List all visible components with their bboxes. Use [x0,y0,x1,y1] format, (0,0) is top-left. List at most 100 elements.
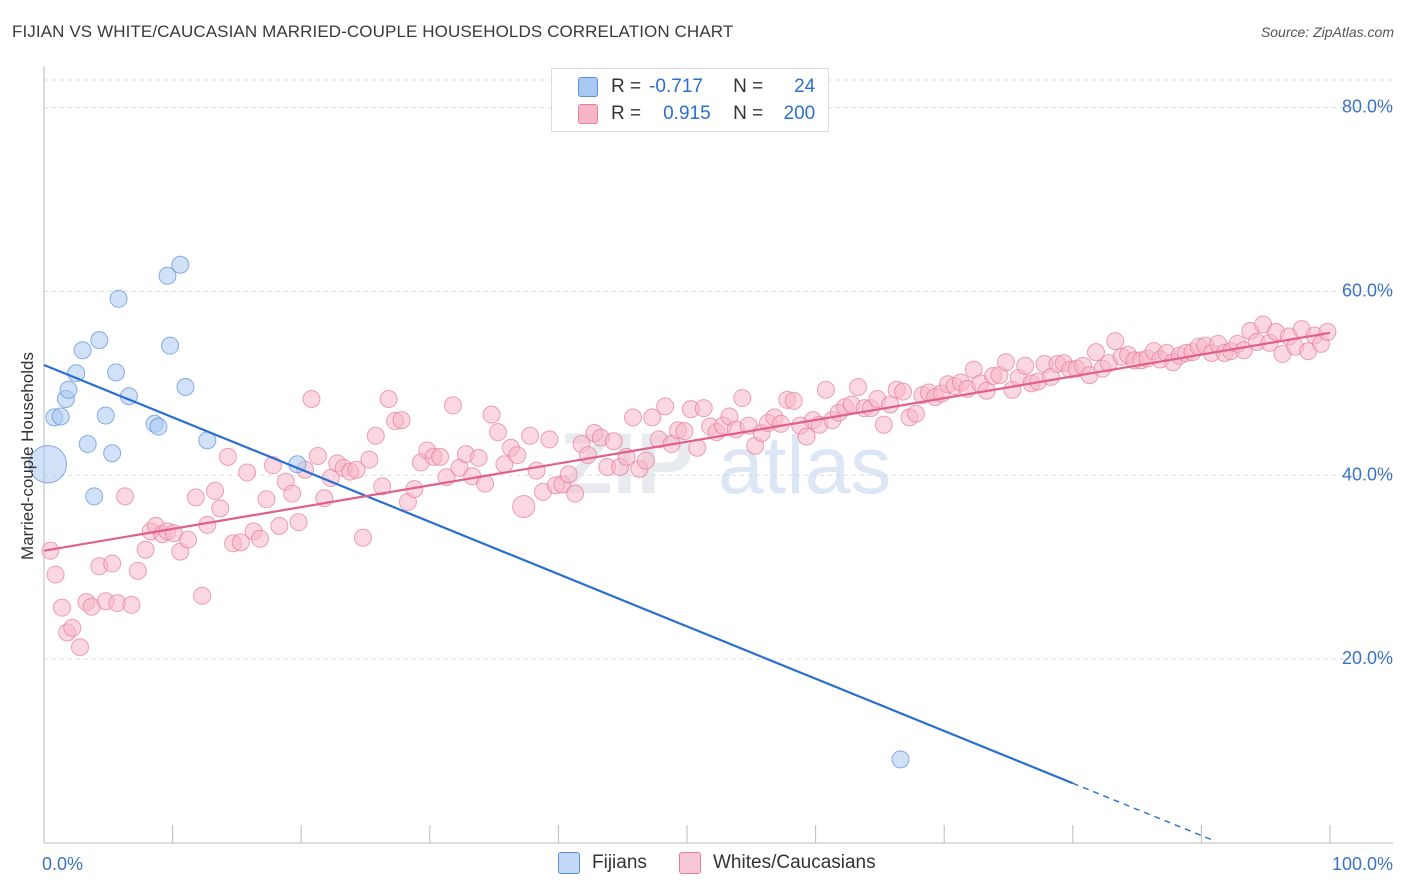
white-point [694,399,713,418]
fijians-swatch [578,77,598,97]
r-value: 0.915 [663,103,711,124]
n-label: N = [733,103,764,124]
fijian-point [161,336,180,355]
fijian-point [107,363,126,382]
white-point [206,481,225,500]
white-point [353,528,372,547]
white-point [797,427,816,446]
fijians-trend-line [43,363,1074,785]
white-point [636,451,655,470]
white-point [482,405,501,424]
fijian-point [28,445,68,484]
white-point [211,499,230,518]
legend-item-whites[interactable]: Whites/Caucasians [679,852,876,874]
fijian-point [109,289,128,308]
white-point [308,446,327,465]
legend-row-fijians: R = -0.717 N = 24 [578,75,815,99]
y-tick-label: 20.0% [1342,648,1393,668]
white-point [53,598,72,617]
whites-legend-label: Whites/Caucasians [713,852,876,873]
source-credit: Source: ZipAtlas.com [1260,24,1394,40]
fijian-point [149,417,168,436]
white-point [431,447,450,466]
white-point [733,389,752,408]
white-point [179,530,198,549]
legend-row-whites: R = 0.915 N = 200 [578,102,815,126]
white-point [373,477,392,496]
white-point [128,561,147,580]
white-point [392,411,411,430]
fijian-point [158,266,177,285]
r-label: R = [611,103,642,124]
white-point [566,484,585,503]
x-tick-label: 0.0% [42,854,83,874]
white-point [251,529,270,548]
white-point [1086,343,1105,362]
white-point [71,638,90,657]
white-point [656,397,675,416]
white-point [193,586,212,605]
white-point [46,565,65,584]
fijian-point [96,406,115,425]
white-point [1016,356,1035,375]
white-point [488,423,507,442]
white-point [540,430,559,449]
white-point [122,595,141,614]
n-value: 24 [794,76,816,97]
whites-swatch [578,104,598,124]
y-axis-label: Married-couple Households [18,352,37,560]
white-point [1318,322,1337,341]
white-point [643,408,662,427]
white-point [874,415,893,434]
fijian-point [171,255,190,274]
fijian-point [51,407,70,426]
whites-points [41,315,1337,657]
legend-item-fijians[interactable]: Fijians [558,852,647,874]
white-point [218,447,237,466]
trend-lines [43,331,1331,842]
fijians-trend-line-extension [1072,782,1215,842]
fijians-legend-label: Fijians [592,852,647,873]
white-point [578,446,597,465]
gridlines [44,79,1393,660]
fijians-legend-swatch [558,852,580,874]
white-point [360,450,379,469]
white-point [63,618,82,637]
white-point [270,516,289,535]
white-point [289,513,308,532]
white-point [302,389,321,408]
white-point [816,380,835,399]
white-point [1106,332,1125,351]
fijian-point [891,750,910,769]
white-point [103,554,122,573]
white-point [996,353,1015,372]
white-point [675,422,694,441]
series-legend: Fijians Whites/Caucasians [0,852,1406,876]
white-point [512,494,536,519]
fijian-point [90,331,109,350]
y-tick-label: 80.0% [1342,97,1393,117]
x-tick-label: 100.0% [1332,854,1393,874]
y-tick-label: 40.0% [1342,464,1393,484]
white-point [136,540,155,559]
whites-legend-swatch [679,852,701,874]
white-point [508,446,527,465]
y-tick-label: 60.0% [1342,280,1393,300]
fijian-point [103,444,122,463]
white-point [231,533,250,552]
white-point [906,404,925,423]
white-point [379,389,398,408]
white-point [521,426,540,445]
r-label: R = [611,76,642,97]
whites-trend-line [43,331,1331,552]
stats-legend: R = -0.717 N = 24 R = 0.915 N = 200 [551,68,829,132]
white-point [186,488,205,507]
fijian-point [85,487,104,506]
white-point [443,396,462,415]
white-point [366,426,385,445]
chart-title: FIJIAN VS WHITE/CAUCASIAN MARRIED-COUPLE… [12,22,734,41]
white-point [894,382,913,401]
tick-labels: 20.0% 40.0% 60.0% 80.0% 0.0% 100.0% [42,97,1393,874]
white-point [116,487,135,506]
